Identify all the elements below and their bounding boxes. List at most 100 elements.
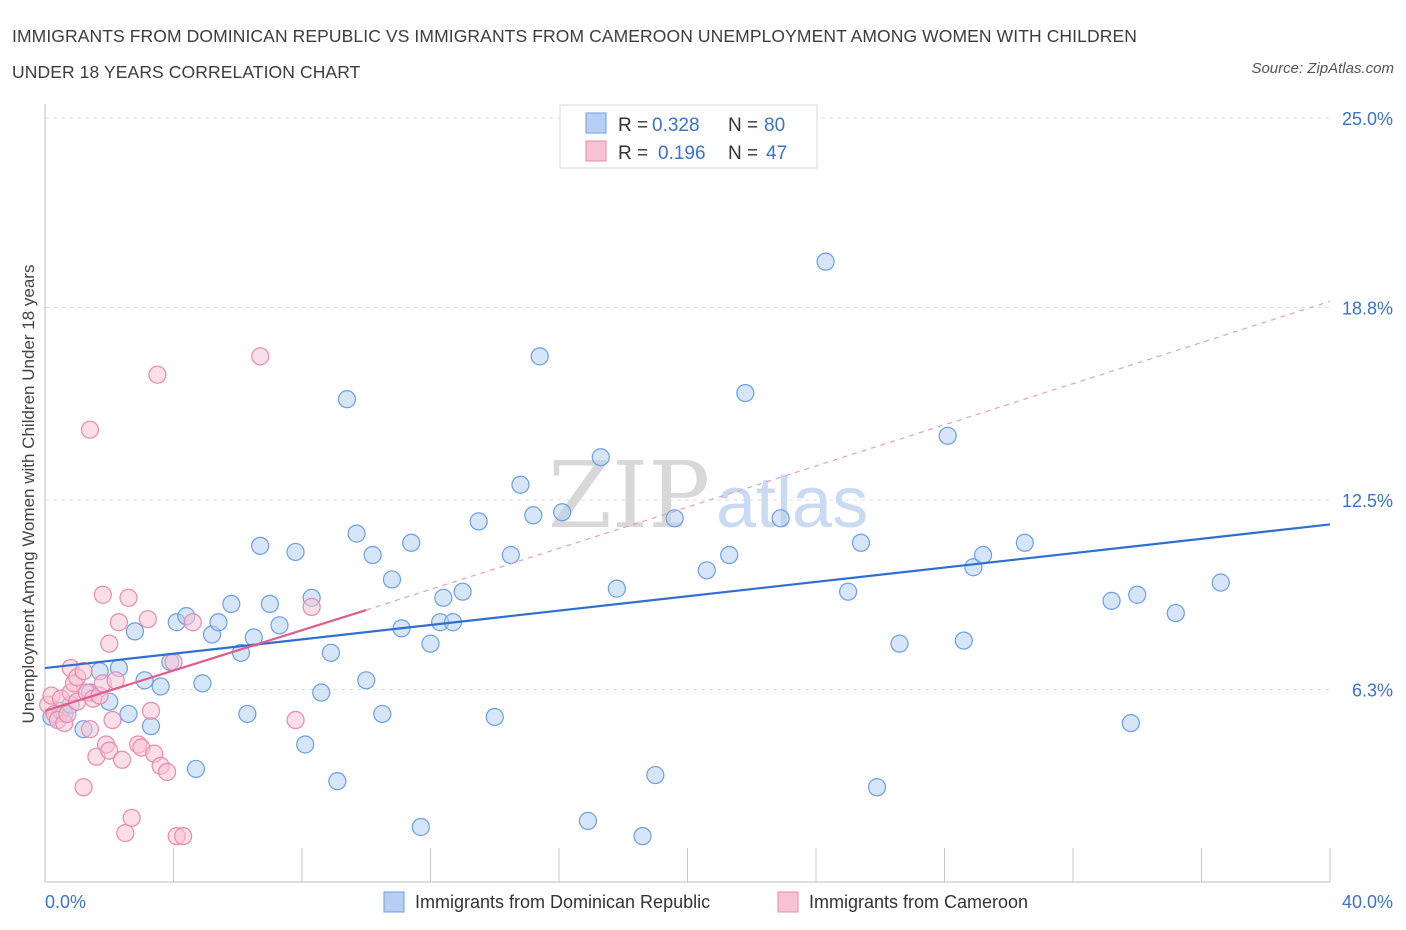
point-dominican [238, 704, 257, 724]
point-cameroon [74, 662, 93, 681]
x-tick-label-min: 0.0% [45, 892, 86, 912]
point-dominican [1128, 585, 1147, 604]
y-tick-label: 6.3% [1352, 680, 1393, 700]
bottom-legend-label-dominican: Immigrants from Dominican Republic [415, 892, 710, 912]
point-cameroon [109, 613, 128, 632]
point-dominican [357, 671, 376, 690]
point-cameroon [183, 613, 202, 632]
point-dominican [816, 252, 835, 271]
point-dominican [578, 811, 598, 830]
point-dominican [363, 545, 382, 565]
bottom-legend-swatch-dominican [383, 891, 405, 913]
legend-r-label-dominican: R = [618, 115, 648, 136]
point-dominican [697, 561, 716, 580]
point-dominican [553, 503, 572, 522]
legend-n-label-cameroon: N = [728, 143, 758, 164]
point-cameroon [80, 720, 100, 739]
point-dominican [260, 594, 279, 614]
legend-n-label-dominican: N = [728, 115, 758, 136]
point-dominican [736, 383, 755, 403]
point-cameroon [58, 704, 77, 724]
point-dominican [382, 570, 402, 589]
point-dominican [665, 509, 684, 528]
point-cameroon [100, 634, 119, 653]
y-tick-label: 12.5% [1342, 491, 1393, 511]
point-dominican [321, 643, 341, 662]
y-tick-label: 25.0% [1342, 109, 1393, 129]
scatter-points [39, 252, 1230, 846]
source-note: Source: ZipAtlas.com [1251, 60, 1394, 77]
point-cameroon [93, 585, 112, 604]
point-dominican [851, 533, 871, 552]
point-dominican [328, 772, 347, 791]
point-cameroon [174, 827, 193, 846]
point-dominican [453, 582, 472, 601]
point-dominican [411, 817, 430, 837]
point-dominican [337, 390, 357, 409]
point-cameroon [122, 808, 141, 827]
point-dominican [312, 683, 331, 702]
point-dominican [209, 613, 228, 632]
point-dominican [720, 545, 739, 565]
point-dominican [373, 704, 392, 724]
watermark-atlas: atlas [716, 463, 868, 543]
point-dominican [270, 616, 289, 635]
point-cameroon [112, 750, 132, 769]
point-dominican [402, 533, 421, 552]
point-cameroon [286, 710, 305, 730]
stats-legend: R = 0.328 N = 80 R = 0.196 N = 47 [559, 104, 818, 169]
point-dominican [771, 509, 790, 528]
point-dominican [119, 704, 138, 724]
point-cameroon [74, 778, 93, 797]
point-dominican [485, 707, 504, 727]
point-dominican [286, 542, 305, 562]
y-axis-label: Unemployment Among Women with Children U… [19, 265, 38, 724]
point-dominican [193, 674, 212, 693]
point-dominican [296, 735, 315, 754]
watermark-zip: ZIP [548, 442, 710, 549]
point-cameroon [116, 824, 135, 843]
point-dominican [591, 448, 610, 467]
point-cameroon [148, 365, 167, 384]
point-dominican [938, 426, 957, 445]
point-dominican [469, 512, 488, 531]
point-dominican [633, 827, 652, 846]
point-cameroon [119, 588, 138, 607]
trend-lines [44, 300, 1331, 712]
point-cameroon [302, 597, 321, 617]
point-cameroon [141, 701, 161, 720]
point-dominican [501, 545, 520, 565]
point-dominican [151, 677, 170, 696]
chart-title: IMMIGRANTS FROM DOMINICAN REPUBLIC VS IM… [12, 26, 1137, 82]
legend-n-value-dominican: 80 [764, 115, 785, 136]
point-dominican [222, 594, 241, 614]
bottom-legend-label-cameroon: Immigrants from Cameroon [809, 892, 1028, 912]
point-dominican [1121, 713, 1140, 733]
point-dominican [646, 765, 665, 785]
trend-line-cameroon [44, 608, 367, 712]
point-dominican [890, 634, 909, 653]
legend-swatch-cameroon [585, 140, 607, 162]
point-dominican [1211, 573, 1230, 592]
y-tick-label: 18.8% [1342, 298, 1393, 318]
point-cameroon [157, 762, 177, 782]
series-legend: Immigrants from Dominican Republic Immig… [383, 891, 1028, 913]
bottom-legend-swatch-cameroon [777, 891, 799, 913]
point-dominican [251, 536, 270, 555]
point-dominican [839, 582, 858, 601]
point-dominican [1015, 533, 1034, 552]
point-cameroon [80, 420, 100, 439]
point-dominican [347, 524, 366, 543]
point-dominican [421, 634, 440, 653]
point-cameroon [251, 347, 270, 366]
point-dominican [954, 631, 973, 650]
point-dominican [511, 475, 530, 494]
trend-line-cameroon-extension [366, 300, 1331, 611]
legend-r-label-cameroon: R = [618, 143, 648, 164]
point-dominican [186, 759, 206, 779]
point-cameroon [138, 610, 157, 629]
legend-r-value-dominican: 0.328 [652, 115, 700, 136]
point-dominican [141, 717, 161, 736]
point-dominican [867, 778, 887, 797]
